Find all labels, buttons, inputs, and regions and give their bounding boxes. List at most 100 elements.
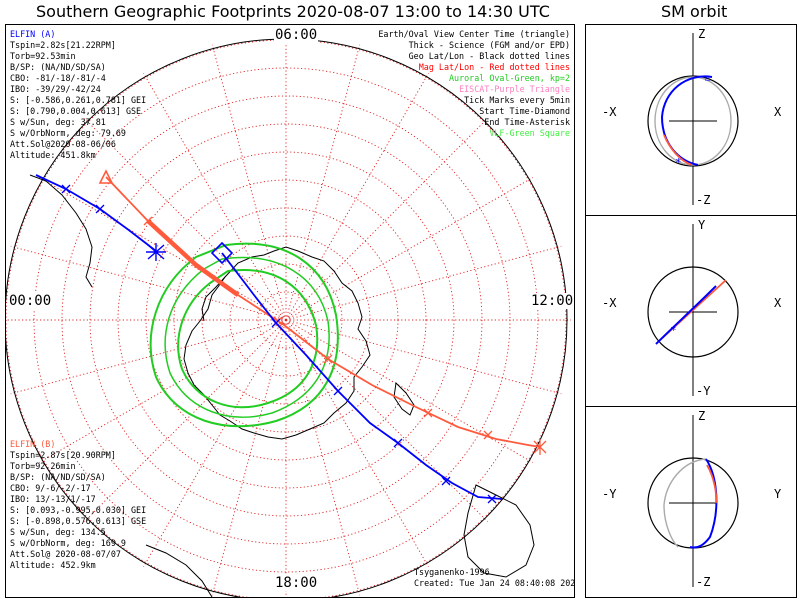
elfin-b-line: IBO: 13/-13/1/-17 (10, 494, 96, 504)
elfin-b-line: Torb=92.26min (10, 461, 76, 471)
credits: Tsyganenko-1996 Created: Tue Jan 24 08:4… (414, 567, 575, 589)
elfin-a-line: Tspin=2.82s[21.22RPM] (10, 40, 116, 50)
auroral-oval-mid (164, 256, 330, 418)
sm-axis-left: -X (602, 105, 617, 119)
mag-lon-line (285, 177, 534, 321)
elfin-b-line: S: [0.093,-0.995,0.030] GEI (10, 505, 147, 515)
elfin-b-line: Altitude: 452.9km (10, 560, 96, 570)
new-zealand-coast (393, 381, 415, 416)
mag-lon-line (285, 319, 534, 463)
elfin-b-line: S: [-0.898,0.576,0.613] GSE (10, 516, 147, 526)
sm-orbit-yz-plot (647, 415, 739, 587)
mag-lon-line (143, 319, 287, 568)
hour-label-left: 00:00 (8, 293, 53, 309)
australia-coast (463, 484, 535, 578)
mag-lon-line (10, 319, 287, 395)
tick-mark (483, 430, 493, 440)
footprint-map-panel: 06:00 00:00 12:00 18:00 ELFIN (A) Tspin=… (5, 24, 575, 598)
mag-lon-line (84, 319, 287, 522)
elfin-a-end-asterisk (146, 243, 166, 261)
mag-lat-circle (229, 263, 343, 377)
elfin-a-line: CBO: -81/-18/-81/-4 (10, 73, 106, 83)
sm-panel-xy: * Y -Y -X X (586, 216, 796, 407)
africa-coast (145, 544, 213, 597)
elfin-a-name: ELFIN (A) (10, 29, 56, 39)
orbit-b-science (706, 464, 718, 504)
elfin-b-line: CBO: 9/-6/-2/-17 (10, 483, 91, 493)
tick-mark (143, 216, 153, 226)
elfin-a-line: S: [0.790,0.004,0.613] GSE (10, 106, 142, 116)
mag-lon-line (285, 319, 361, 596)
hour-label-top: 06:00 (274, 27, 319, 43)
legend-entry: Earth/Oval View Center Time (triangle) (378, 29, 570, 39)
sm-axis-top: Y (698, 218, 706, 232)
mag-lon-line (285, 319, 429, 568)
legend-entry: Mag Lat/Lon - Red dotted lines (418, 62, 570, 72)
auroral-oval (149, 242, 339, 428)
mag-lon-line (285, 245, 562, 321)
sm-axis-left: -X (602, 296, 617, 310)
end-asterisk-a: * (675, 156, 682, 169)
elfin-a-line: IBO: -39/29/-42/24 (10, 84, 101, 94)
elfin-a-line: Torb=92.53min (10, 51, 76, 61)
mag-lat-circle (117, 151, 455, 489)
elfin-b-line: S w/OrbNorm, deg: 169.9 (10, 538, 126, 548)
sm-panel-xz: △ * Z -Z -X X (586, 25, 796, 216)
elfin-a-line: S: [-0.586,0.261,0.781] GEI (10, 95, 147, 105)
tick-mark (393, 438, 403, 448)
mag-lon-line (38, 177, 287, 321)
sm-axis-left: -Y (602, 487, 617, 501)
elfin-a-info: ELFIN (A) Tspin=2.82s[21.22RPM] Torb=92.… (10, 29, 146, 161)
sm-panel-yz: Z -Z -Y Y (586, 407, 796, 597)
credits-created: Created: Tue Jan 24 08:40:08 2023 (414, 578, 575, 588)
legend-entry: EISCAT-Purple Triangle (459, 84, 570, 94)
sm-axis-right: X (774, 105, 782, 119)
auroral-oval-inner (177, 269, 319, 409)
orbit-a (655, 285, 717, 345)
satellite-tracks (35, 169, 547, 504)
orbit-b-science (663, 134, 693, 166)
elfin-b-line: B/SP: (NA/ND/SD/SA) (10, 472, 106, 482)
elfin-b-line: Att.Sol@ 2020-08-07/07 (10, 549, 121, 559)
orbit-a (689, 458, 718, 549)
orbit-b (663, 458, 707, 548)
elfin-b-name: ELFIN (B) (10, 439, 56, 449)
polar-footprint-map (6, 35, 571, 597)
elfin-a-line: Att.Sol@2020-08-06/06 (10, 139, 116, 149)
sm-orbit-panel: △ * Z -Z -X X * Y -Y -X X Z -Z (585, 24, 797, 598)
sm-orbit-xz-plot: △ * (647, 33, 739, 205)
antarctica-outline (183, 246, 371, 440)
legend-entry: End Time-Asterisk (484, 117, 570, 127)
antarctica-coastline (29, 174, 535, 597)
elfin-a-line: Altitude: 451.8km (10, 150, 96, 160)
tick-mark (333, 386, 343, 396)
start-triangle-a: △ (705, 73, 711, 83)
hour-label-bottom: 18:00 (274, 575, 319, 591)
south-america-coast (29, 174, 93, 288)
elfin-b-line: S w/Sun, deg: 134.5 (10, 527, 106, 537)
sm-axis-right: X (774, 296, 782, 310)
elfin-b-science-segment (146, 219, 240, 297)
mag-lon-line (84, 118, 287, 321)
elfin-b-line: Tspin=2.87s[20.90RPM] (10, 450, 116, 460)
end-asterisk-a: * (670, 324, 677, 337)
tick-mark (441, 476, 451, 486)
mag-lat-circle (145, 179, 427, 461)
mag-lon-line (285, 118, 488, 321)
elfin-a-line: S w/OrbNorm, deg: 79.69 (10, 128, 126, 138)
elfin-a-line: S w/Sun, deg: 37.81 (10, 117, 106, 127)
legend-entry: Thick - Science (FGM and/or EPD) (408, 40, 570, 50)
mag-lon-line (143, 72, 287, 321)
mag-lon-line (10, 245, 287, 321)
mag-lon-line (285, 319, 562, 395)
legend-entry: Start Time-Diamond (479, 106, 570, 116)
elfin-b-view-triangle (98, 169, 114, 184)
tick-mark (61, 184, 71, 194)
mag-lon-line (285, 44, 361, 321)
tick-mark (487, 494, 497, 504)
mag-lon-line (285, 72, 429, 321)
sm-orbit-xy-plot: * (647, 224, 739, 396)
sm-axis-bottom: -Z (696, 193, 711, 207)
tick-mark (423, 408, 433, 418)
sm-axis-bottom: -Z (696, 575, 711, 589)
